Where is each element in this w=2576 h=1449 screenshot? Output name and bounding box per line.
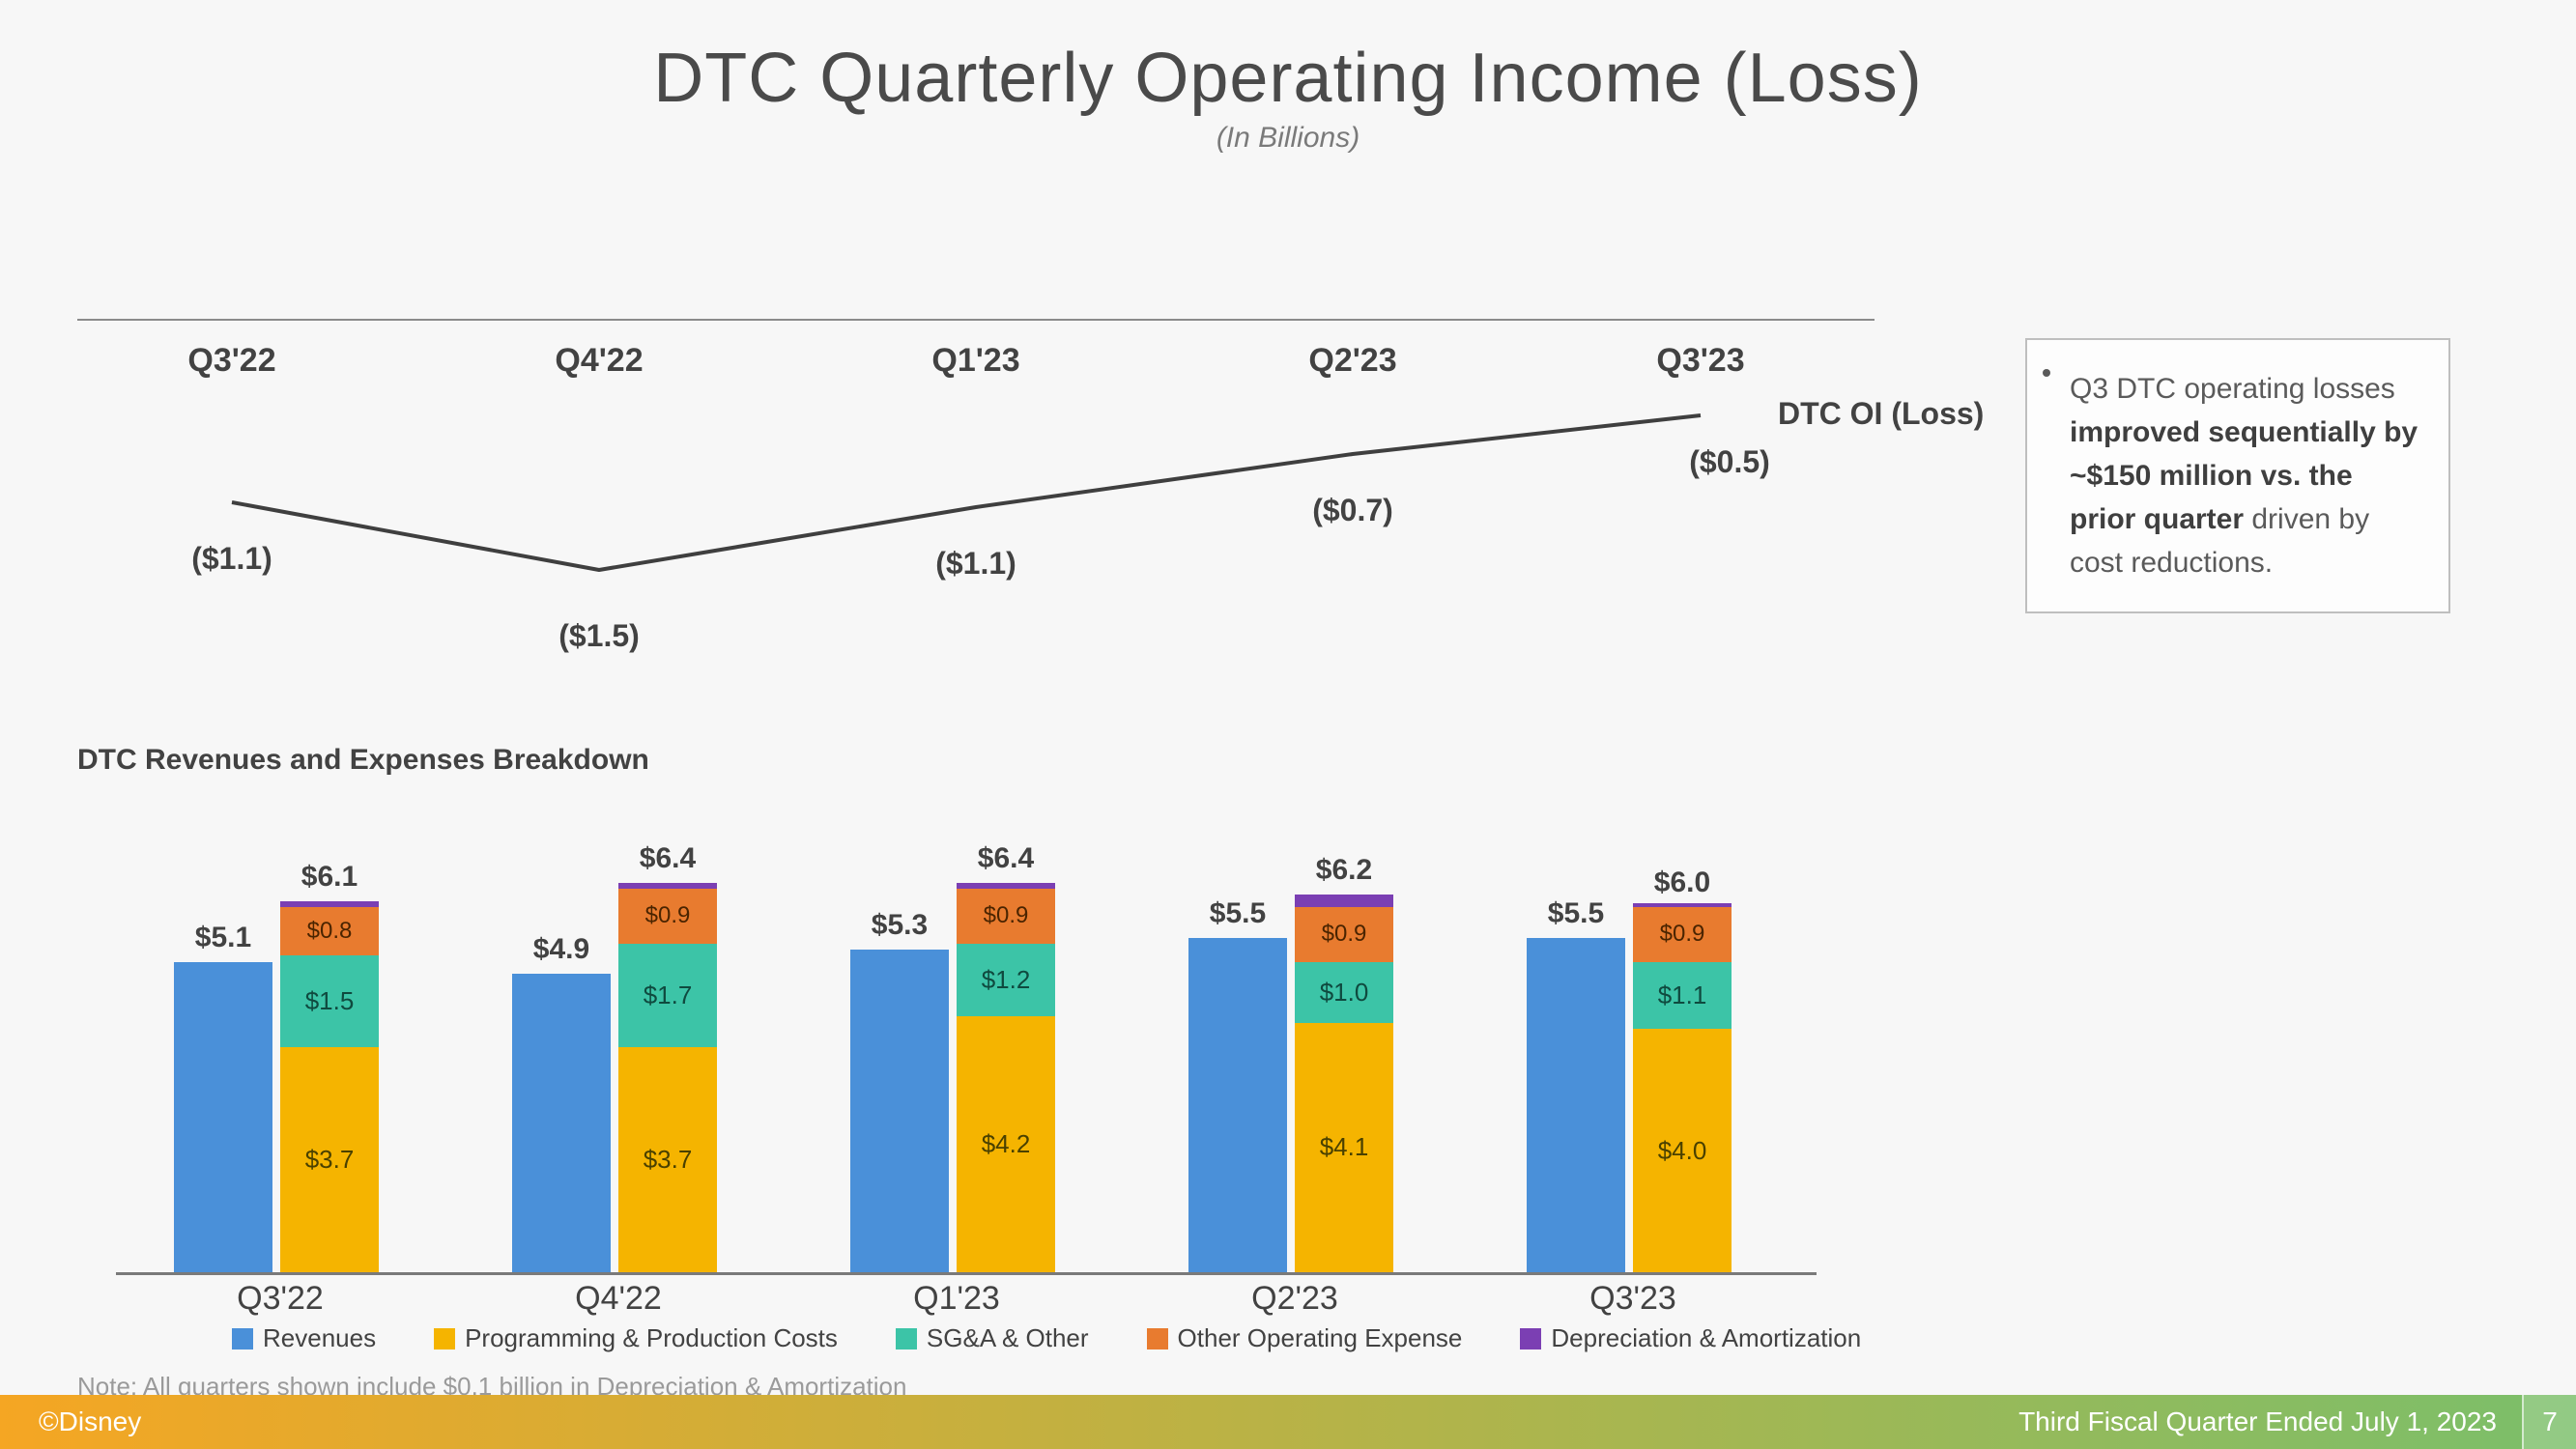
legend-swatch: [434, 1328, 455, 1350]
expense-segment-programming: $4.2: [957, 1016, 1055, 1272]
line-series-label: DTC OI (Loss): [1778, 396, 1984, 432]
expense-segment-da: [1633, 903, 1732, 907]
legend-label: Other Operating Expense: [1178, 1323, 1463, 1353]
legend-item: Depreciation & Amortization: [1520, 1323, 1861, 1353]
line-value-label: ($1.1): [935, 546, 1016, 582]
revenue-bar: $5.1: [174, 962, 272, 1272]
revenue-bar: $5.5: [1527, 938, 1625, 1273]
bar-quarter-group: $4.9$6.4$3.7$1.7$0.9: [512, 811, 725, 1272]
expense-segment-programming: $4.0: [1633, 1029, 1732, 1272]
line-quarter-label: Q3'22: [187, 342, 275, 380]
line-value-label: ($0.5): [1689, 444, 1770, 480]
page-title: DTC Quarterly Operating Income (Loss): [0, 39, 2576, 118]
legend-swatch: [1147, 1328, 1168, 1350]
line-quarter-label: Q3'23: [1656, 342, 1744, 380]
page-subtitle: (In Billions): [0, 122, 2576, 155]
footer-copyright: ©Disney: [39, 1406, 141, 1437]
expense-total-label: $6.4: [957, 842, 1055, 875]
expense-bar: $6.4$4.2$1.2$0.9: [957, 883, 1055, 1272]
legend: Revenues Programming & Production Costs SG…: [232, 1323, 1861, 1353]
bar-axis-label: Q2'23: [1251, 1280, 1338, 1318]
callout-box: Q3 DTC operating losses improved sequent…: [2025, 338, 2450, 613]
revenue-bar-label: $4.9: [512, 933, 611, 966]
expense-segment-sga: $1.7: [618, 944, 717, 1047]
legend-swatch: [896, 1328, 917, 1350]
expense-segment-da: [957, 883, 1055, 889]
line-chart: DTC OI (Loss) Q3'22Q4'22Q1'23Q2'23Q3'23(…: [77, 319, 1875, 705]
expense-bar: $6.2$4.1$1.0$0.9: [1295, 895, 1393, 1272]
bar-quarter-group: $5.3$6.4$4.2$1.2$0.9: [850, 811, 1063, 1272]
bar-quarter-group: $5.5$6.0$4.0$1.1$0.9: [1527, 811, 1739, 1272]
revenue-bar: $5.3: [850, 950, 949, 1272]
legend-label: Revenues: [263, 1323, 376, 1353]
expense-segment-da: [280, 901, 379, 907]
expense-segment-sga: $1.0: [1295, 962, 1393, 1023]
legend-item: SG&A & Other: [896, 1323, 1089, 1353]
revenue-bar-label: $5.5: [1188, 897, 1287, 930]
revenue-bar-label: $5.5: [1527, 897, 1625, 930]
expense-total-label: $6.2: [1295, 854, 1393, 887]
line-quarter-label: Q4'22: [555, 342, 643, 380]
expense-total-label: $6.4: [618, 842, 717, 875]
bar-axis-label: Q3'22: [237, 1280, 324, 1318]
bar-quarter-group: $5.1$6.1$3.7$1.5$0.8: [174, 811, 386, 1272]
expense-segment-programming: $4.1: [1295, 1023, 1393, 1272]
legend-item: Revenues: [232, 1323, 376, 1353]
line-value-label: ($1.1): [191, 541, 272, 577]
expense-total-label: $6.1: [280, 861, 379, 894]
expense-segment-other_op: $0.8: [280, 907, 379, 955]
expense-segment-other_op: $0.9: [957, 889, 1055, 944]
line-value-label: ($1.5): [558, 618, 640, 654]
footer-bar: ©Disney Third Fiscal Quarter Ended July …: [0, 1395, 2576, 1449]
legend-swatch: [1520, 1328, 1541, 1350]
revenue-bar-label: $5.1: [174, 922, 272, 954]
line-quarter-label: Q2'23: [1308, 342, 1396, 380]
expense-segment-sga: $1.5: [280, 955, 379, 1047]
bar-axis-label: Q3'23: [1589, 1280, 1676, 1318]
legend-item: Programming & Production Costs: [434, 1323, 838, 1353]
legend-label: Programming & Production Costs: [465, 1323, 838, 1353]
expense-bar: $6.4$3.7$1.7$0.9: [618, 883, 717, 1272]
footer-period: Third Fiscal Quarter Ended July 1, 2023: [2018, 1406, 2522, 1437]
expense-segment-da: [1295, 895, 1393, 907]
legend-label: SG&A & Other: [927, 1323, 1089, 1353]
bar-axis-label: Q4'22: [575, 1280, 662, 1318]
bar-chart: DTC Revenues and Expenses Breakdown $5.1…: [77, 744, 1817, 1343]
legend-label: Depreciation & Amortization: [1551, 1323, 1861, 1353]
expense-bar: $6.0$4.0$1.1$0.9: [1633, 907, 1732, 1272]
expense-bar: $6.1$3.7$1.5$0.8: [280, 901, 379, 1272]
expense-segment-da: [618, 883, 717, 889]
legend-item: Other Operating Expense: [1147, 1323, 1463, 1353]
bar-chart-title: DTC Revenues and Expenses Breakdown: [77, 744, 649, 777]
revenue-bar: $4.9: [512, 974, 611, 1272]
bar-axis-label: Q1'23: [913, 1280, 1000, 1318]
legend-swatch: [232, 1328, 253, 1350]
expense-segment-other_op: $0.9: [618, 889, 717, 944]
revenue-bar-label: $5.3: [850, 909, 949, 942]
expense-segment-other_op: $0.9: [1633, 907, 1732, 962]
expense-segment-other_op: $0.9: [1295, 907, 1393, 962]
bullet-icon: [2043, 369, 2050, 377]
expense-segment-sga: $1.2: [957, 944, 1055, 1017]
revenue-bar: $5.5: [1188, 938, 1287, 1273]
bar-quarter-group: $5.5$6.2$4.1$1.0$0.9: [1188, 811, 1401, 1272]
line-value-label: ($0.7): [1312, 493, 1393, 528]
callout-text: Q3 DTC operating losses improved sequent…: [2070, 373, 2418, 579]
expense-segment-sga: $1.1: [1633, 962, 1732, 1029]
footer-page-number: 7: [2522, 1395, 2576, 1449]
line-quarter-label: Q1'23: [931, 342, 1019, 380]
expense-total-label: $6.0: [1633, 867, 1732, 899]
expense-segment-programming: $3.7: [618, 1047, 717, 1272]
expense-segment-programming: $3.7: [280, 1047, 379, 1272]
